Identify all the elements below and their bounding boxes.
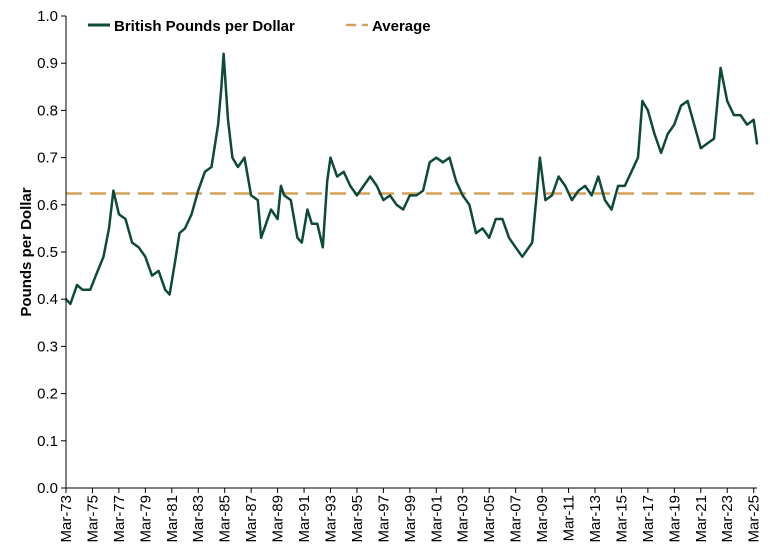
y-tick-label: 0.4 bbox=[37, 291, 58, 308]
x-tick-label: Mar-09 bbox=[534, 495, 551, 543]
x-axis-ticks: Mar-73 Mar-75 Mar-77 Mar-79 Mar-81 Mar-83 Mar-… bbox=[58, 488, 763, 543]
x-tick-label: Mar-23 bbox=[719, 495, 736, 543]
y-axis-ticks: 0.0 0.1 0.2 0.3 0.4 0.5 0.6 0.7 0.8 0.9 1.0 bbox=[37, 8, 66, 497]
y-tick-label: 0.5 bbox=[37, 244, 58, 261]
x-tick-label: Mar-05 bbox=[481, 495, 498, 543]
x-tick-label: Mar-19 bbox=[666, 495, 683, 543]
x-tick-label: Mar-73 bbox=[58, 495, 75, 543]
x-tick-label: Mar-91 bbox=[296, 495, 313, 543]
x-tick-label: Mar-79 bbox=[137, 495, 154, 543]
y-tick-label: 0.1 bbox=[37, 433, 58, 450]
x-tick-label: Mar-81 bbox=[164, 495, 181, 543]
y-tick-label: 0.7 bbox=[37, 150, 58, 167]
plot-area bbox=[64, 52, 759, 306]
x-tick-label: Mar-07 bbox=[508, 495, 525, 543]
x-tick-label: Mar-15 bbox=[613, 495, 630, 543]
y-tick-label: 0.3 bbox=[37, 338, 58, 355]
x-tick-label: Mar-11 bbox=[561, 495, 578, 541]
x-tick-label: Mar-85 bbox=[217, 495, 234, 543]
y-tick-label: 0.9 bbox=[37, 55, 58, 72]
x-tick-label: Mar-13 bbox=[587, 495, 604, 543]
x-tick-label: Mar-75 bbox=[84, 495, 101, 543]
x-tick-label: Mar-01 bbox=[428, 495, 445, 543]
y-axis-title: Pounds per Dollar bbox=[18, 187, 35, 316]
y-tick-label: 1.0 bbox=[37, 8, 58, 25]
y-tick-label: 0.2 bbox=[37, 386, 58, 403]
x-tick-label: Mar-21 bbox=[693, 495, 710, 543]
x-tick-label: Mar-25 bbox=[746, 495, 763, 543]
x-tick-label: Mar-87 bbox=[243, 495, 260, 543]
y-tick-label: 0.0 bbox=[37, 480, 58, 497]
series-line-british-pounds bbox=[64, 52, 759, 306]
y-tick-label: 0.8 bbox=[37, 102, 58, 119]
x-tick-label: Mar-89 bbox=[270, 495, 287, 543]
x-tick-label: Mar-17 bbox=[640, 495, 657, 543]
x-tick-label: Mar-95 bbox=[349, 495, 366, 543]
legend: British Pounds per Dollar Average bbox=[88, 18, 431, 35]
legend-label-average: Average bbox=[372, 18, 431, 35]
x-tick-label: Mar-93 bbox=[322, 495, 339, 543]
x-tick-label: Mar-97 bbox=[375, 495, 392, 543]
x-tick-label: Mar-03 bbox=[455, 495, 472, 543]
x-tick-label: Mar-83 bbox=[190, 495, 207, 543]
x-tick-label: Mar-77 bbox=[111, 495, 128, 543]
x-tick-label: Mar-99 bbox=[402, 495, 419, 543]
legend-label-series: British Pounds per Dollar bbox=[114, 18, 295, 35]
y-tick-label: 0.6 bbox=[37, 197, 58, 214]
